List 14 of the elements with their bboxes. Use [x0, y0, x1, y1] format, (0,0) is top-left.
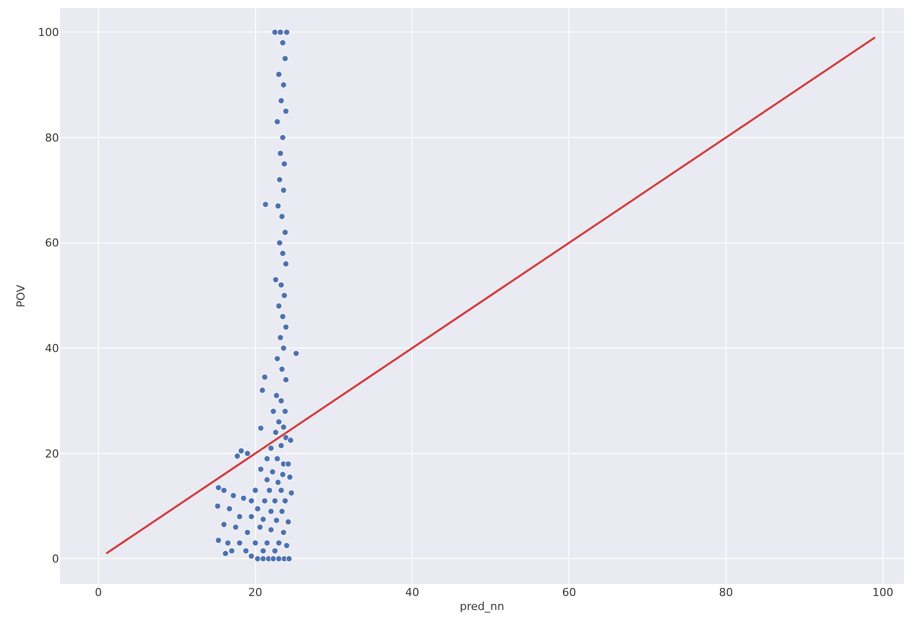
x-tick-label: 100 — [872, 586, 894, 599]
x-tick-label: 0 — [94, 586, 102, 599]
y-axis-title: POV — [14, 284, 28, 308]
y-tick-label: 40 — [45, 342, 59, 355]
y-tick-label: 80 — [45, 131, 59, 144]
y-tick-label: 0 — [52, 552, 59, 566]
y-tick-label: 60 — [45, 236, 59, 250]
x-tick-label: 40 — [405, 586, 420, 599]
y-tick-label: 20 — [45, 447, 59, 460]
x-axis-title: pred_nn — [460, 600, 504, 614]
x-tick-label: 20 — [248, 586, 262, 599]
x-tick-label: 80 — [718, 586, 733, 599]
y-tick-label: 100 — [38, 26, 59, 40]
x-tick-label: 60 — [562, 586, 576, 599]
